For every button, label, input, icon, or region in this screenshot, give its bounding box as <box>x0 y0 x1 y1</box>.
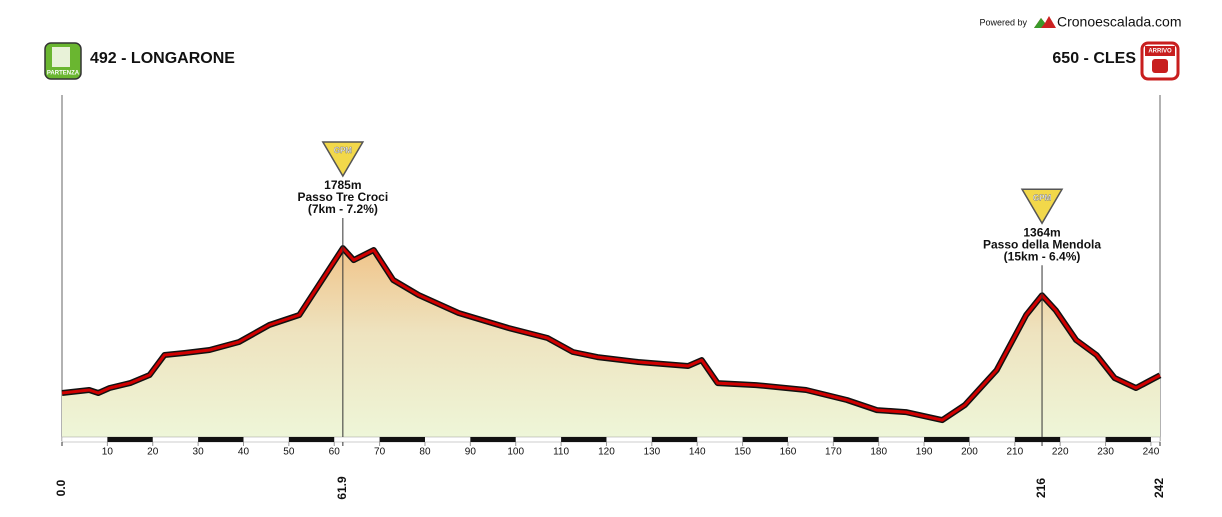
start-flag <box>52 47 70 67</box>
gpm-badge <box>1020 188 1064 225</box>
distance-bar <box>61 436 1161 443</box>
distance-stripe <box>288 437 335 442</box>
distance-stripe <box>561 437 607 442</box>
climb-altitude: 1364m <box>1023 225 1060 239</box>
start-label: 492 - LONGARONE <box>90 50 235 67</box>
x-tick-label: 190 <box>916 447 933 458</box>
finish-badge-band <box>1145 46 1175 56</box>
x-tick-label: 230 <box>1097 447 1114 458</box>
profile-area <box>62 248 1160 437</box>
x-tick-label: 100 <box>507 447 524 458</box>
x-tick-label: 20 <box>147 447 159 458</box>
gpm-badge-text: GPM <box>1033 193 1052 202</box>
distance-stripe <box>924 437 970 442</box>
x-tick-label: 80 <box>419 447 431 458</box>
x-tick-label: 150 <box>734 447 751 458</box>
x-tick-label: 240 <box>1143 447 1160 458</box>
x-tick-label: 130 <box>643 447 660 458</box>
distance-stripe <box>379 437 425 442</box>
distance-stripe <box>742 437 788 442</box>
x-tick-label: 50 <box>283 447 295 458</box>
brand: Cronoescalada.com <box>1057 14 1182 30</box>
finish-badge-text: ARRIVO <box>1148 49 1172 55</box>
climb-altitude: 1785m <box>324 178 361 192</box>
x-tick-label: 180 <box>870 447 887 458</box>
x-tick-label: 200 <box>961 447 978 458</box>
finish-icon <box>1152 59 1168 73</box>
finish-label: 650 - CLES <box>1052 50 1136 67</box>
km-mark-label: 216 <box>1034 478 1048 498</box>
profile-line <box>61 246 1161 422</box>
x-tick-label: 210 <box>1006 447 1023 458</box>
km-mark-label: 0.0 <box>54 479 68 496</box>
x-tick-label: 70 <box>374 447 386 458</box>
x-tick-label: 30 <box>193 447 205 458</box>
distance-stripe <box>651 437 698 442</box>
gpm-badge-text: GPM <box>334 146 353 155</box>
km-mark-label: 242 <box>1152 478 1166 498</box>
distance-stripe <box>1014 437 1061 442</box>
x-tick-label: 90 <box>465 447 477 458</box>
x-tick-label: 110 <box>553 447 569 458</box>
distance-stripe <box>833 437 879 442</box>
x-tick-label: 170 <box>825 447 842 458</box>
x-tick-label: 120 <box>598 447 615 458</box>
climb-detail: (15km - 6.4%) <box>1004 249 1081 263</box>
start-badge-text: PARTENZA <box>47 71 80 77</box>
x-tick-label: 10 <box>102 447 114 458</box>
x-tick-label: 220 <box>1052 447 1069 458</box>
x-tick-label: 160 <box>780 447 797 458</box>
x-tick-label: 60 <box>329 447 341 458</box>
brand-logo-left <box>1034 18 1045 28</box>
gpm-badge <box>321 141 365 178</box>
powered-by: Powered by <box>979 17 1027 27</box>
x-tick-label: 40 <box>238 447 250 458</box>
climb-name: Passo Tre Croci <box>297 190 388 204</box>
distance-stripe <box>198 437 244 442</box>
climb-name: Passo della Mendola <box>983 237 1101 251</box>
km-mark-label: 61.9 <box>335 476 349 500</box>
climb-detail: (7km - 7.2%) <box>308 202 378 216</box>
distance-stripe <box>470 437 516 442</box>
x-tick-label: 140 <box>689 447 706 458</box>
distance-stripe <box>107 437 153 442</box>
distance-stripe <box>1105 437 1151 442</box>
